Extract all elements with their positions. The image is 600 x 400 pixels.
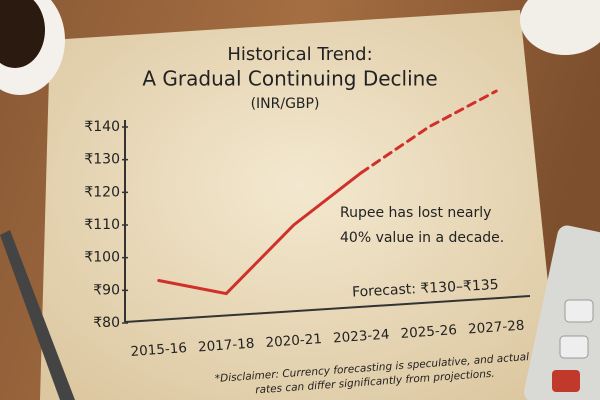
x-tick-label: 2017-18 [198, 336, 255, 356]
coffee [0, 0, 45, 68]
y-tick-label: ₹80 [93, 315, 120, 331]
calc-key [559, 335, 589, 359]
chart-title: A Gradual Continuing Decline [142, 67, 437, 91]
annotation: Rupee has lost nearly [340, 205, 491, 221]
line-series [359, 89, 498, 175]
chart-subtitle: (INR/GBP) [251, 96, 320, 112]
y-tick-label: ₹90 [93, 282, 120, 298]
annotation: 40% value in a decade. [340, 230, 504, 246]
x-tick-label: 2023-24 [333, 327, 390, 347]
x-tick-label: 2027-28 [468, 318, 525, 338]
chart-title: Historical Trend: [227, 44, 372, 65]
x-axis [124, 295, 531, 323]
y-tick-label: ₹130 [84, 152, 120, 168]
x-tick-label: 2015-16 [130, 340, 187, 360]
y-tick-label: ₹140 [84, 119, 120, 135]
calc-key [552, 370, 580, 392]
line-series [157, 171, 363, 296]
x-tick-label: 2020-21 [265, 331, 322, 351]
mug [520, 0, 600, 55]
y-tick-label: ₹120 [84, 184, 120, 200]
y-tick-label: ₹110 [84, 217, 120, 233]
x-tick-label: 2025-26 [400, 322, 457, 342]
y-tick-label: ₹100 [84, 250, 120, 266]
pen [0, 230, 75, 400]
calc-key [564, 299, 594, 323]
annotation: Forecast: ₹130–₹135 [352, 277, 499, 301]
